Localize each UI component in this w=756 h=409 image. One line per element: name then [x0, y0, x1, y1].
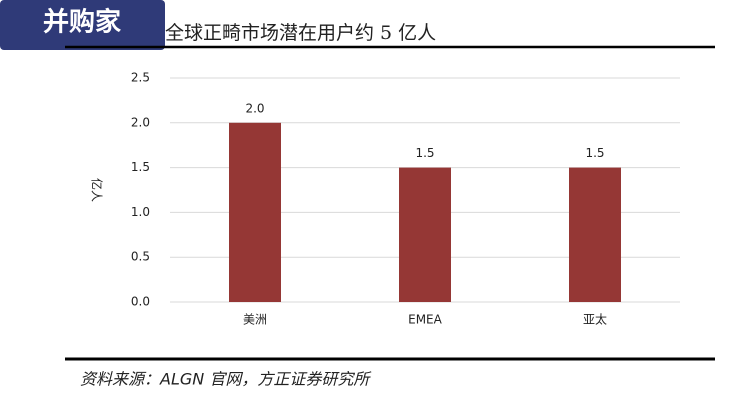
source: 资料来源：ALGN 官网，方正证券研究所 [80, 370, 372, 389]
logo-box [0, 0, 165, 50]
value-label: 2.0 [245, 101, 264, 115]
bar [569, 167, 621, 302]
y-tick-label: 2.0 [131, 115, 150, 129]
y-axis-label: 亿人 [90, 178, 105, 202]
y-tick-label: 2.5 [131, 71, 150, 85]
y-tick-label: 0.0 [131, 295, 150, 309]
value-label: 1.5 [415, 146, 434, 160]
bar [229, 122, 281, 302]
bar [399, 167, 451, 302]
logo: 并购家 [43, 7, 121, 38]
x-tick-label: 美洲 [243, 313, 267, 327]
x-tick-label: EMEA [408, 313, 443, 327]
y-tick-label: 1.0 [131, 205, 150, 219]
y-tick-label: 0.5 [131, 250, 150, 264]
value-label: 1.5 [585, 146, 604, 160]
y-tick-label: 1.5 [131, 160, 150, 174]
chart-title: 全球正畸市场潜在用户约 5 亿人 [165, 22, 436, 44]
x-tick-label: 亚太 [583, 312, 607, 327]
